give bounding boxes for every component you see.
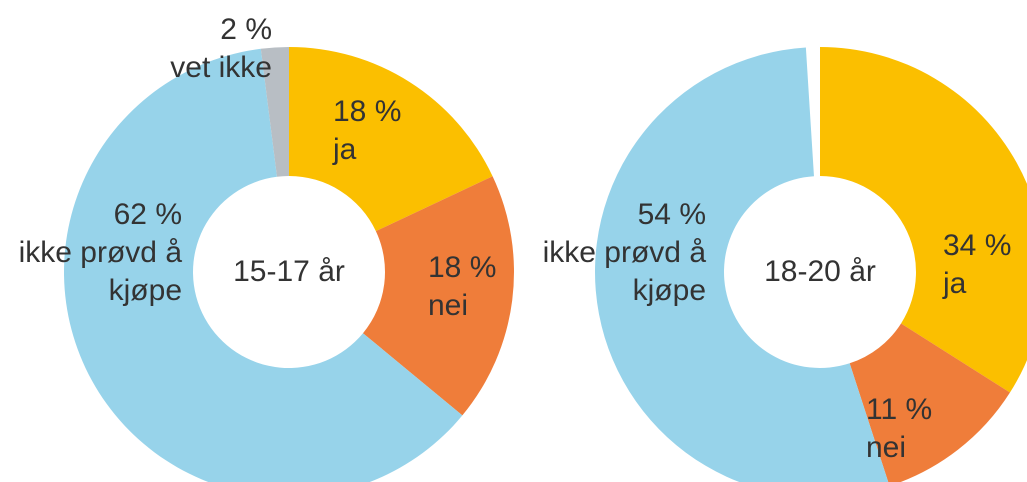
value-label: 34 % — [943, 229, 1012, 262]
slice-label: 11 % nei — [866, 391, 966, 467]
center-title: 18-20 år — [764, 255, 876, 288]
slice-label: 54 % ikke prøvd å kjøpe — [536, 196, 706, 310]
donut-slice — [260, 47, 289, 177]
donut-slice — [820, 47, 1027, 393]
category-label: ja — [943, 267, 967, 300]
category-label: ja — [333, 133, 357, 166]
slice-label: 34 % ja — [943, 227, 1027, 303]
value-label: 2 % — [220, 13, 272, 46]
center-title: 15-17 år — [233, 255, 345, 288]
donut-slice — [289, 47, 493, 232]
category-label: nei — [428, 289, 469, 322]
slice-label: 62 % ikke prøvd å kjøpe — [12, 196, 182, 310]
slice-label: 2 % vet ikke — [112, 11, 272, 87]
value-label: 54 % — [637, 198, 706, 231]
category-label: ikke prøvd å kjøpe — [18, 236, 182, 307]
value-label: 18 % — [333, 95, 402, 128]
category-label: ikke prøvd å kjøpe — [542, 236, 706, 307]
value-label: 11 % — [866, 393, 933, 426]
value-label: 18 % — [428, 251, 497, 284]
category-label: nei — [866, 431, 907, 464]
slice-label: 18 % ja — [333, 93, 453, 169]
slice-label: 18 % nei — [428, 249, 528, 325]
donut-slice — [595, 47, 889, 482]
donut-slice — [362, 176, 514, 416]
donut-slice — [64, 48, 463, 482]
donut-slice — [849, 323, 1010, 482]
value-label: 62 % — [113, 198, 182, 231]
category-label: vet ikke — [170, 51, 272, 84]
